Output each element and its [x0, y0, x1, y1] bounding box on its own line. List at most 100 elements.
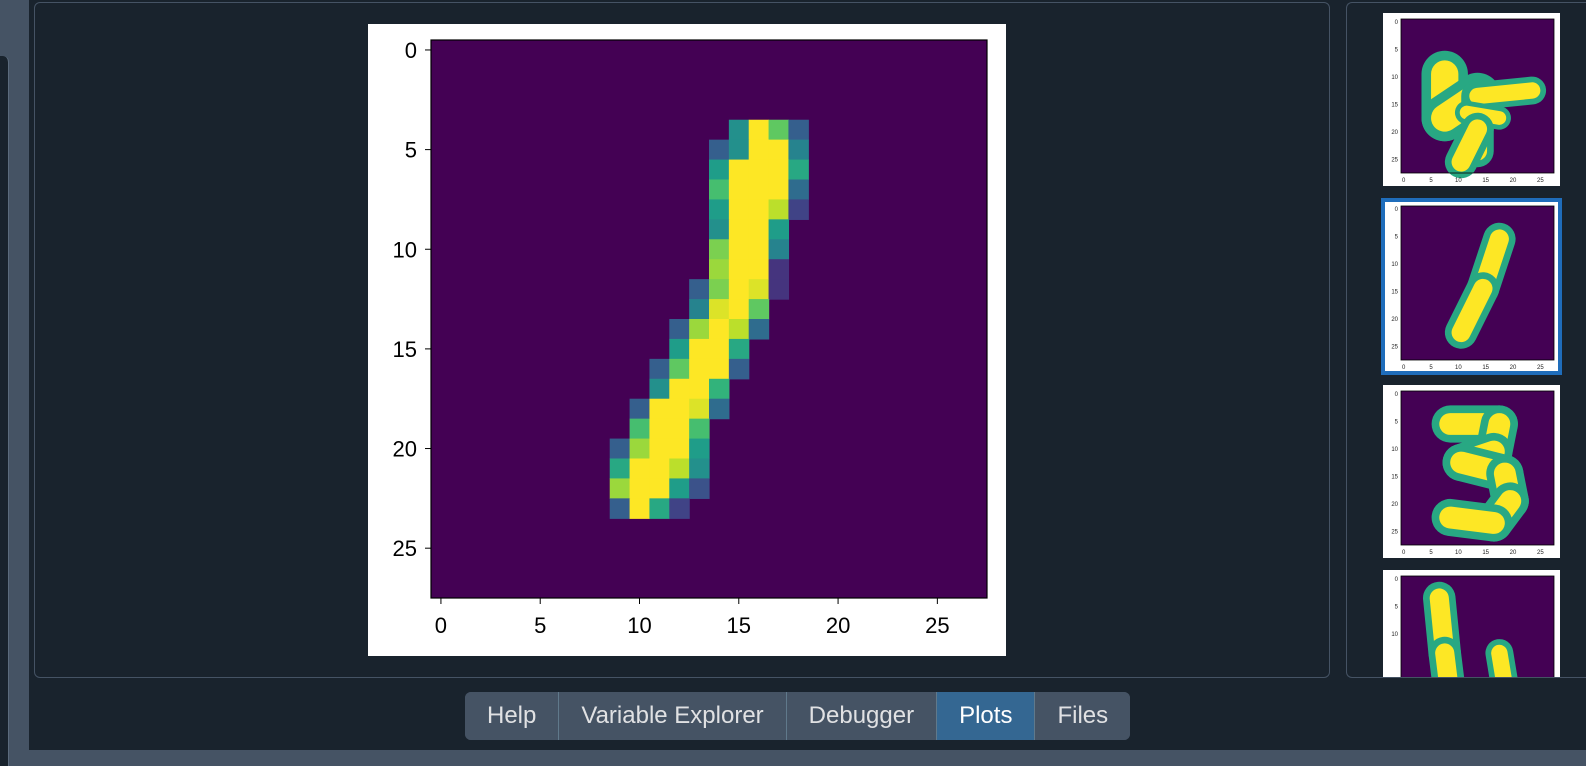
- digit-stroke: [1469, 82, 1541, 105]
- tab-debugger[interactable]: Debugger: [786, 692, 938, 740]
- plot-axes-frame: [430, 39, 988, 599]
- heatmap-cell: [689, 338, 710, 360]
- heatmap-cell: [728, 279, 750, 300]
- thumbnail-x-tick: 25: [1537, 550, 1544, 556]
- plot-thumbnails-pane[interactable]: 0 0 5 5 10 10 15 15 20 20 25 25 0 0 5 5 10 10 15 15 20 20 25 2…: [1346, 2, 1586, 678]
- thumbnail-y-tick: 0: [1395, 207, 1399, 213]
- heatmap-cell: [709, 199, 730, 220]
- thumbnail-y-tick: 5: [1395, 604, 1399, 610]
- thumbnail-y-tick: 5: [1395, 419, 1399, 425]
- main-plot-figure: 0 5 10 15 20 25 0 5 10 15 20 25: [368, 24, 1006, 656]
- heatmap-cell: [669, 358, 690, 380]
- thumbnail-y-tick: 25: [1391, 157, 1398, 163]
- thumbnail-x-tick: 0: [1402, 365, 1406, 371]
- heatmap-cell: [689, 358, 710, 380]
- heatmap-cell: [748, 139, 770, 161]
- thumbnail-y-tick: 20: [1391, 502, 1398, 508]
- left-panel-splitter[interactable]: [0, 56, 9, 766]
- thumbnail-plot: 0 0 5 5 10 10 15 15 20 20 25 25: [1391, 18, 1555, 184]
- tab-variable-explorer[interactable]: Variable Explorer: [559, 692, 787, 740]
- thumbnail-x-tick: 25: [1537, 365, 1544, 371]
- heatmap-cell: [748, 219, 770, 240]
- thumbnail-y-tick: 5: [1395, 47, 1399, 53]
- thumbnail-y-tick: 15: [1391, 474, 1398, 480]
- thumbnail-y-tick: 0: [1395, 392, 1399, 398]
- heatmap-cell: [689, 478, 710, 499]
- heatmap-cell: [748, 119, 770, 141]
- thumbnail-digit-7[interactable]: 0 0 5 5 10 10 15 15 20 20 25 25: [1383, 13, 1560, 186]
- tab-plots[interactable]: Plots: [937, 692, 1036, 740]
- heatmap-cell: [649, 498, 670, 519]
- x-tick-label: 10: [627, 613, 651, 638]
- thumbnail-digit-1[interactable]: 0 0 5 5 10 10 15 15 20 20 25 25: [1381, 198, 1562, 375]
- heatmap-cell: [689, 418, 710, 440]
- heatmap-cell: [768, 279, 790, 300]
- heatmap-cell: [649, 418, 670, 440]
- heatmap-cell: [629, 458, 651, 480]
- thumbnail-x-tick: 0: [1402, 178, 1406, 184]
- thumbnail-y-tick: 10: [1391, 75, 1398, 81]
- heatmap-cell: [748, 239, 770, 260]
- digit-stroke: [1435, 643, 1458, 677]
- heatmap-cell: [788, 159, 809, 181]
- heatmap-cell: [768, 119, 790, 141]
- heatmap-cell: [669, 319, 690, 340]
- thumbnail-frame: [1400, 390, 1555, 546]
- heatmap-cell: [609, 438, 631, 460]
- heatmap-cell: [728, 119, 750, 141]
- thumbnail-frame: [1400, 18, 1555, 174]
- thumbnail-x-tick: 15: [1482, 550, 1489, 556]
- heatmap-cell: [629, 398, 651, 420]
- heatmap-cell: [748, 319, 770, 340]
- heatmap-cell: [768, 199, 790, 220]
- heatmap-cell: [649, 458, 670, 480]
- tab-help[interactable]: Help: [465, 692, 560, 740]
- heatmap-cell: [689, 378, 710, 400]
- heatmap-cell: [728, 199, 750, 220]
- heatmap-cell: [768, 219, 790, 240]
- thumbnail-x-tick: 10: [1455, 550, 1462, 556]
- thumbnail-y-tick: 5: [1395, 234, 1399, 240]
- y-tick-label: 25: [393, 536, 417, 561]
- heatmap-cell: [709, 239, 730, 260]
- tab-files[interactable]: Files: [1035, 692, 1131, 740]
- heatmap-cell: [728, 259, 750, 280]
- thumbnail-y-tick: 0: [1395, 577, 1399, 583]
- heatmap-cell: [629, 438, 651, 460]
- heatmap-cell: [669, 418, 690, 440]
- heatmap-cell: [629, 498, 651, 519]
- thumbnail-y-tick: 10: [1391, 632, 1398, 638]
- heatmap-cell: [669, 498, 690, 519]
- thumbnail-digit-3[interactable]: 0 0 5 5 10 10 15 15 20 20 25 25: [1383, 385, 1560, 558]
- thumbnail-y-tick: 10: [1391, 262, 1398, 268]
- thumbnail-plot: 0 0 5 5 10 10 15 15 20 20 25 25: [1391, 205, 1555, 371]
- thumbnail-frame: [1400, 205, 1555, 361]
- thumbnail-y-tick: 25: [1391, 529, 1398, 535]
- heatmap-cell: [788, 179, 809, 201]
- heatmap-cell: [709, 319, 730, 340]
- heatmap-cell: [748, 299, 770, 320]
- heatmap-cell: [728, 239, 750, 260]
- left-panel-edge: [0, 0, 29, 766]
- digit-stroke: [1451, 278, 1493, 343]
- heatmap-cell: [629, 478, 651, 499]
- x-tick-label: 20: [826, 613, 850, 638]
- thumbnail-y-tick: 0: [1395, 20, 1399, 26]
- thumbnail-x-tick: 5: [1429, 365, 1433, 371]
- x-tick-label: 5: [534, 613, 546, 638]
- heatmap-cell: [709, 179, 730, 201]
- heatmap-cell: [709, 219, 730, 240]
- heatmap-cell: [629, 418, 651, 440]
- thumbnail-x-tick: 20: [1510, 365, 1517, 371]
- heatmap-cell: [728, 299, 750, 320]
- thumbnail-y-tick: 15: [1391, 289, 1398, 295]
- heatmap-cell: [788, 199, 809, 220]
- mnist-heatmap-plot: 0 5 10 15 20 25 0 5 10 15 20 25: [393, 38, 988, 638]
- y-tick-label: 5: [405, 138, 417, 163]
- y-tick-label: 10: [393, 237, 417, 262]
- thumbnail-x-tick: 15: [1482, 365, 1489, 371]
- thumbnail-x-tick: 10: [1455, 365, 1462, 371]
- thumbnail-x-tick: 15: [1482, 178, 1489, 184]
- x-tick-label: 25: [925, 613, 949, 638]
